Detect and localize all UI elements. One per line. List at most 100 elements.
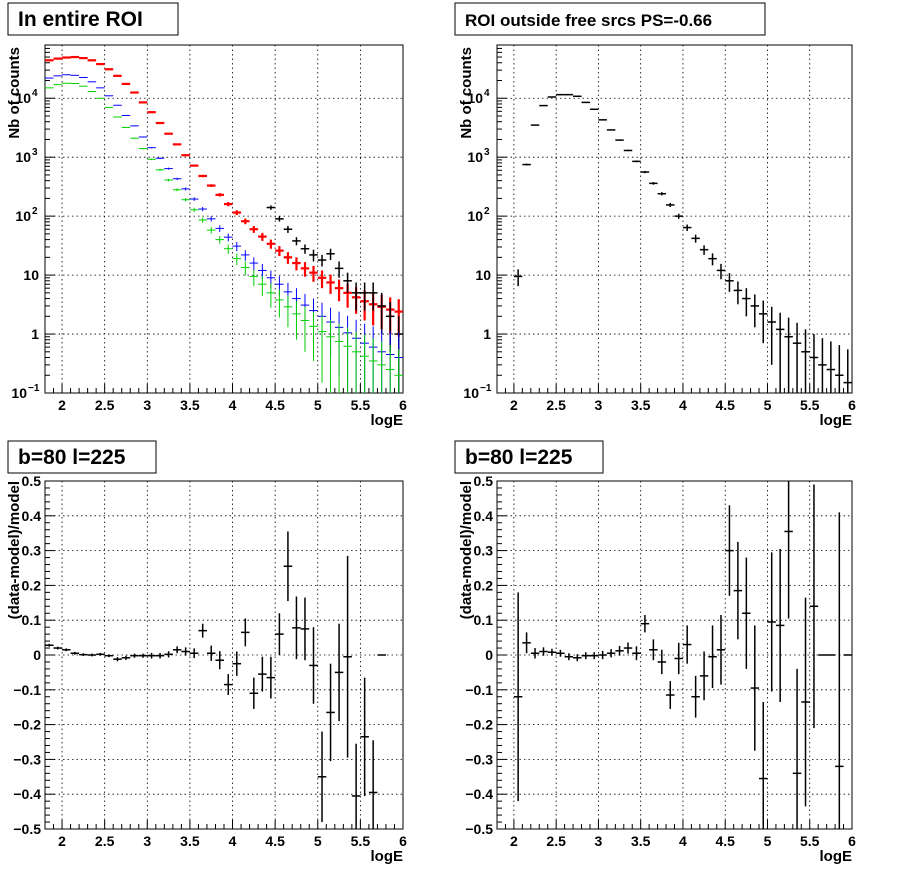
y-tick-label: −0.5	[465, 821, 493, 837]
chart-title: In entire ROI	[18, 8, 143, 31]
y-tick-label: 10	[11, 385, 27, 401]
x-tick-label: 5.5	[351, 397, 371, 413]
x-tick-label: 6	[848, 397, 856, 413]
y-tick-label: −0.4	[465, 786, 493, 802]
x-tick-label: 2.5	[546, 397, 566, 413]
x-tick-label: 2.5	[546, 833, 566, 849]
y-tick-label: 0.4	[474, 508, 494, 524]
x-axis-label: logE	[371, 412, 404, 429]
y-tick-label: 10	[15, 208, 31, 224]
x-tick-label: 3	[143, 397, 151, 413]
data-series-1	[513, 93, 852, 393]
y-tick-label: −0.2	[13, 717, 41, 733]
y-tick-label: −0.3	[465, 751, 493, 767]
x-tick-label: 2	[58, 397, 66, 413]
y-tick-label: −0.4	[13, 786, 41, 802]
y-tick-label: 0.3	[474, 543, 494, 559]
y-tick-label: 0.1	[22, 612, 42, 628]
data-series-4	[45, 82, 403, 393]
chart-title-box	[454, 440, 604, 474]
x-tick-label: 4	[229, 397, 237, 413]
x-tick-label: 4.5	[265, 397, 285, 413]
x-tick-label: 2	[58, 833, 66, 849]
y-tick-label: −0.5	[13, 821, 41, 837]
chart-title-box	[7, 440, 157, 474]
y-tick-exponent: 2	[32, 206, 38, 217]
chart-title-box	[7, 2, 179, 36]
y-tick-label: 1	[483, 326, 491, 342]
x-tick-label: 5.5	[800, 397, 820, 413]
x-tick-label: 3.5	[180, 833, 200, 849]
x-tick-label: 3	[595, 833, 603, 849]
x-tick-label: 2	[510, 397, 518, 413]
x-tick-label: 5.5	[800, 833, 820, 849]
x-tick-label: 3.5	[180, 397, 200, 413]
y-tick-exponent: −1	[480, 383, 492, 394]
y-tick-label: 0.1	[474, 612, 494, 628]
y-tick-label: 0.5	[22, 473, 42, 489]
y-tick-label: 10	[463, 385, 479, 401]
x-axis-label: logE	[371, 848, 404, 865]
y-axis-label: (data-model)/model	[458, 481, 475, 619]
chart-title: b=80 l=225	[465, 446, 573, 469]
x-tick-label: 5.5	[351, 833, 371, 849]
chart-title: ROI outside free srcs PS=-0.66	[465, 11, 712, 30]
y-tick-label: 10	[15, 90, 31, 106]
y-tick-label: 0.2	[474, 577, 494, 593]
chart-panel-2: ROI outside free srcs PS=-0.66 2 2.5 3 3.5 4 4…	[454, 2, 856, 429]
data-series-1	[45, 531, 386, 829]
x-tick-label: 6	[848, 833, 856, 849]
x-tick-label: 3	[595, 397, 603, 413]
y-tick-label: 0.3	[22, 543, 42, 559]
x-tick-label: 4.5	[715, 833, 735, 849]
y-tick-label: 10	[15, 149, 31, 165]
x-tick-label: 6	[399, 397, 407, 413]
y-tick-label: 10	[467, 208, 483, 224]
y-axis-label: Nb of counts	[458, 47, 475, 139]
y-tick-label: −0.2	[465, 717, 493, 733]
chart-title-box	[454, 2, 766, 36]
y-tick-label: −0.3	[13, 751, 41, 767]
x-tick-label: 4.5	[715, 397, 735, 413]
x-tick-label: 5	[314, 833, 322, 849]
data-series-1	[513, 481, 852, 829]
x-tick-label: 5	[764, 833, 772, 849]
y-axis-label: (data-model)/model	[6, 481, 23, 619]
y-tick-label: 10	[23, 267, 39, 283]
x-tick-label: 4	[229, 833, 237, 849]
x-axis-label: logE	[820, 412, 853, 429]
data-series-1	[45, 55, 403, 337]
y-tick-exponent: −1	[28, 383, 40, 394]
y-tick-exponent: 3	[32, 147, 38, 158]
chart-title: b=80 l=225	[18, 446, 126, 469]
y-tick-exponent: 4	[32, 88, 38, 99]
x-tick-label: 4.5	[265, 833, 285, 849]
x-tick-label: 5	[314, 397, 322, 413]
x-tick-label: 6	[399, 833, 407, 849]
y-tick-label: 10	[467, 90, 483, 106]
x-tick-label: 2	[510, 833, 518, 849]
x-tick-label: 3.5	[631, 397, 651, 413]
y-tick-label: 1	[31, 326, 39, 342]
x-tick-label: 2.5	[95, 397, 115, 413]
y-tick-label: −0.1	[465, 682, 493, 698]
data-series-3	[45, 74, 403, 393]
y-tick-label: 10	[475, 267, 491, 283]
y-tick-label: 10	[467, 149, 483, 165]
y-axis-label: Nb of counts	[6, 47, 23, 139]
x-tick-label: 3.5	[631, 833, 651, 849]
y-tick-label: 0	[485, 647, 493, 663]
x-tick-label: 4	[679, 833, 687, 849]
x-tick-label: 5	[764, 397, 772, 413]
y-tick-exponent: 3	[484, 147, 490, 158]
y-tick-exponent: 2	[484, 206, 490, 217]
x-tick-label: 3	[143, 833, 151, 849]
y-tick-label: 0.2	[22, 577, 42, 593]
y-tick-label: 0.5	[474, 473, 494, 489]
x-axis-label: logE	[820, 848, 853, 865]
plot-frame	[44, 44, 404, 394]
y-tick-label: −0.1	[13, 682, 41, 698]
